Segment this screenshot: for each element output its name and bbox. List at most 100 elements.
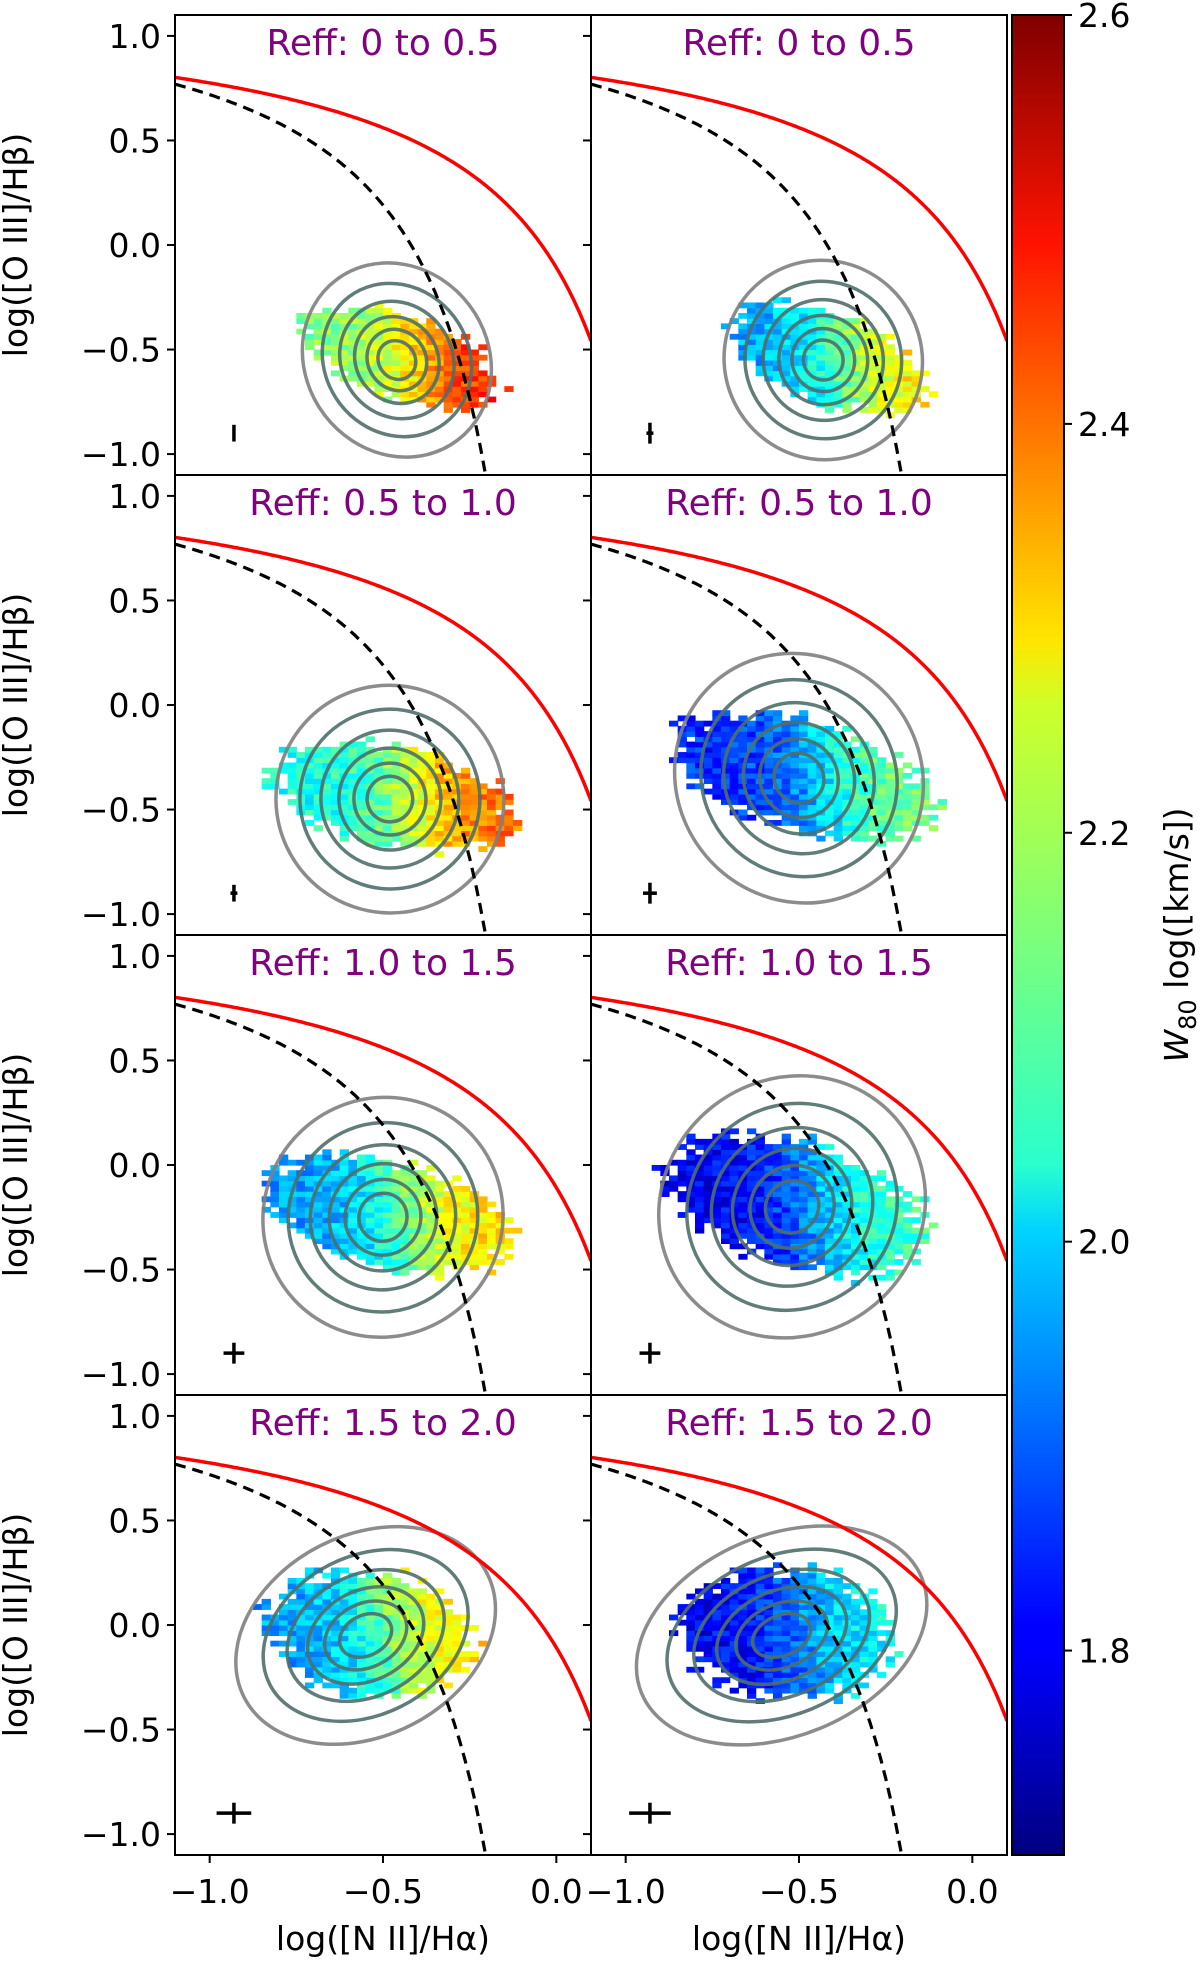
heatmap-cell <box>426 396 436 403</box>
heatmap-cell <box>417 365 427 372</box>
heatmap-cell <box>331 1227 341 1234</box>
heatmap-cell <box>417 804 427 811</box>
heatmap-cell <box>825 793 835 800</box>
heatmap-cell <box>677 757 687 764</box>
heatmap-cell <box>773 772 783 779</box>
heatmap-cell <box>426 349 436 356</box>
heatmap-cell <box>365 814 375 821</box>
heatmap-cell <box>894 407 904 413</box>
heatmap-cell <box>452 1656 462 1663</box>
contour-level <box>692 1567 872 1704</box>
heatmap-cell <box>859 778 869 785</box>
heatmap-cell <box>773 1661 783 1668</box>
heatmap-cell <box>807 1572 817 1579</box>
heatmap-cell <box>859 1651 869 1657</box>
heatmap-cell <box>331 1248 341 1255</box>
heatmap-cell <box>851 1588 861 1595</box>
heatmap-cell <box>868 1645 878 1652</box>
heatmap-cell <box>287 1614 297 1621</box>
heatmap-cell <box>365 1656 375 1663</box>
heatmap-cell <box>452 825 462 832</box>
heatmap-cell <box>807 778 817 785</box>
heatmap-cell <box>339 1692 349 1699</box>
heatmap-cell <box>660 1185 670 1192</box>
heatmap-cell <box>357 1656 367 1663</box>
contour-level <box>274 683 506 915</box>
heatmap-cell <box>712 1677 722 1684</box>
heatmap-cell <box>885 380 895 387</box>
heatmap-cell <box>391 1264 401 1271</box>
heatmap-cell <box>721 1144 731 1150</box>
heatmap-cell <box>391 1269 401 1276</box>
heatmap-cell <box>357 344 367 351</box>
heatmap-cell <box>903 396 913 403</box>
heatmap-cell <box>374 302 384 309</box>
heatmap-cell <box>868 1253 878 1260</box>
heatmap-cell <box>426 1666 436 1673</box>
heatmap-cell <box>322 339 332 345</box>
heatmap-cell <box>287 1661 297 1668</box>
heatmap-cell <box>773 1609 783 1616</box>
heatmap-cell <box>426 1604 436 1610</box>
heatmap-cell <box>738 1243 748 1250</box>
heatmap-cell <box>807 318 817 325</box>
heatmap-cell <box>894 814 904 821</box>
heatmap-cell <box>903 814 913 821</box>
heatmap-cell <box>348 360 358 366</box>
heatmap-cell <box>877 1243 887 1250</box>
heatmap-cell <box>859 1264 869 1271</box>
heatmap-cell <box>383 370 393 377</box>
heatmap-cell <box>686 783 696 790</box>
heatmap-cell <box>729 1206 739 1213</box>
heatmap-cell <box>417 1222 427 1229</box>
heatmap-cell <box>773 1144 783 1150</box>
heatmap-cell <box>426 772 436 779</box>
heatmap-cell <box>738 741 748 748</box>
heatmap-cell <box>747 307 757 314</box>
heatmap-cell <box>729 1656 739 1663</box>
heatmap-cell <box>426 1661 436 1668</box>
heatmap-cell <box>348 1619 358 1626</box>
heatmap-cell <box>504 809 514 816</box>
heatmap-cell <box>816 1598 826 1605</box>
heatmap-cell <box>868 375 878 382</box>
heatmap-cell <box>781 370 791 377</box>
heatmap-cell <box>409 1640 419 1647</box>
heatmap-cell <box>695 1227 705 1234</box>
heatmap-cell <box>755 1175 765 1182</box>
kewley-line <box>591 535 1007 802</box>
heatmap-cell <box>305 1165 315 1171</box>
heatmap-cell <box>851 1165 861 1171</box>
heatmap-cell <box>435 1212 445 1218</box>
heatmap-cell <box>885 1274 895 1281</box>
heatmap-cell <box>261 1614 271 1621</box>
heatmap-cell <box>435 835 445 842</box>
heatmap-cell <box>279 1625 289 1631</box>
heatmap-cell <box>851 365 861 372</box>
heatmap-cell <box>903 375 913 382</box>
heatmap-cell <box>279 767 289 774</box>
heatmap-cell <box>729 1149 739 1156</box>
heatmap-cell <box>383 1645 393 1652</box>
heatmap-cell <box>764 1243 774 1250</box>
heatmap-cell <box>296 1604 306 1610</box>
heatmap-cell <box>790 1645 800 1652</box>
heatmap-cell <box>426 328 436 335</box>
heatmap-cell <box>781 809 791 816</box>
heatmap-cell <box>729 783 739 790</box>
heatmap-cell <box>339 783 349 790</box>
heatmap-cell <box>287 1196 297 1203</box>
heatmap-cell <box>374 1180 384 1187</box>
heatmap-cell <box>374 1165 384 1171</box>
heatmap-cell <box>348 1185 358 1192</box>
heatmap-cell <box>781 814 791 821</box>
heatmap-cell <box>868 1666 878 1673</box>
heatmap-cell <box>339 1619 349 1626</box>
heatmap-cell <box>426 354 436 361</box>
panel-frame <box>590 14 1008 476</box>
heatmap-cell <box>877 1217 887 1224</box>
heatmap-cell <box>703 772 713 779</box>
heatmap-cell <box>383 1222 393 1229</box>
heatmap-cell <box>417 1185 427 1192</box>
x-tick-label: 0.0 <box>530 1872 582 1911</box>
